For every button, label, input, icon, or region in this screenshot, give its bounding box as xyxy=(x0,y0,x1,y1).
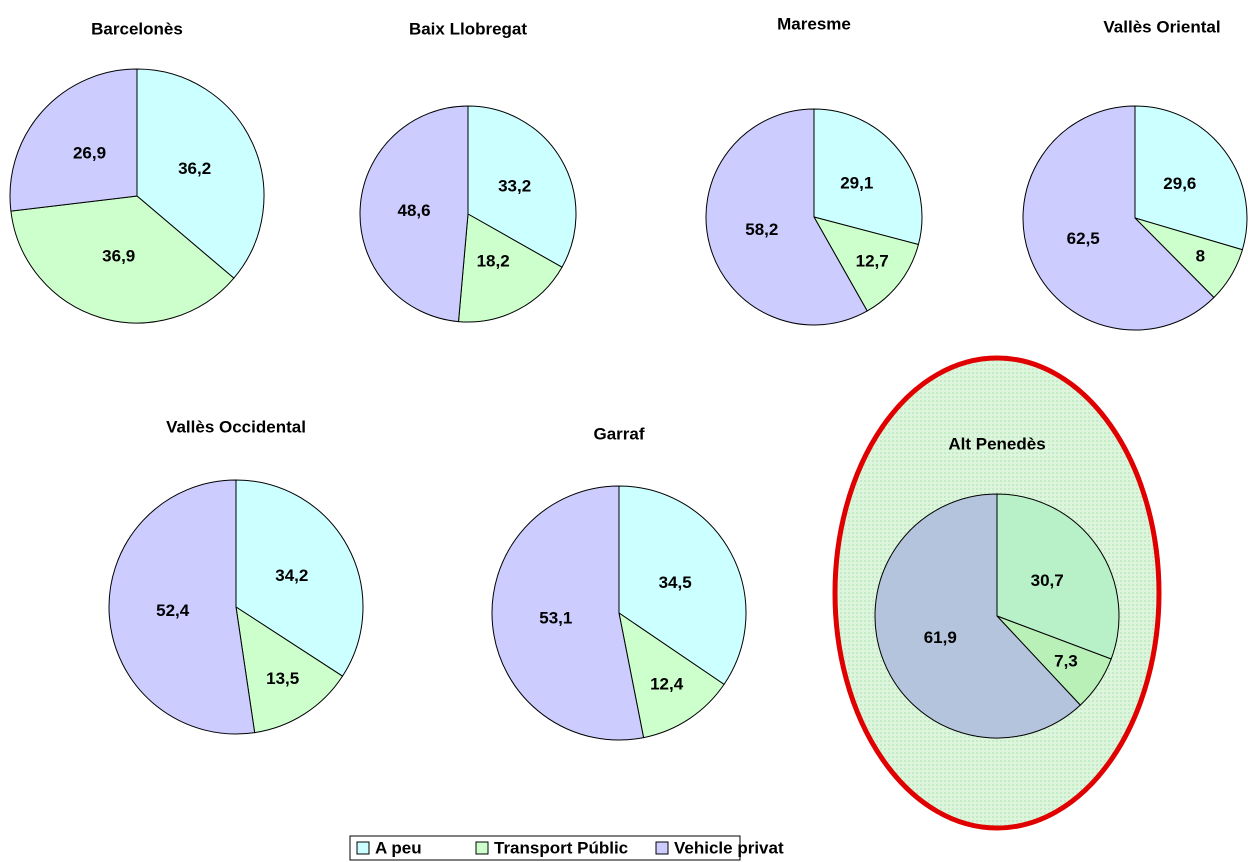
pie-slice xyxy=(9,68,138,212)
pie-slice xyxy=(108,479,256,735)
data-label: 30,7 xyxy=(1031,571,1064,590)
legend-label: Transport Públic xyxy=(494,838,628,857)
pie-slice xyxy=(1022,105,1215,331)
pie-slice xyxy=(618,485,747,686)
data-label: 12,4 xyxy=(650,675,684,694)
chart-title: Vallès Occidental xyxy=(166,417,306,436)
legend-swatch xyxy=(475,841,489,855)
legend-box xyxy=(349,835,741,861)
pie-slice xyxy=(813,108,923,246)
data-label: 7,3 xyxy=(1054,652,1078,671)
chart-title: Garraf xyxy=(593,424,644,443)
data-label: 52,4 xyxy=(156,601,190,620)
data-label: 8 xyxy=(1196,247,1205,266)
data-label: 13,5 xyxy=(266,669,299,688)
pie-slice xyxy=(136,68,265,279)
chart-title: Baix Llobregat xyxy=(409,19,527,38)
data-label: 29,1 xyxy=(840,174,873,193)
pie-slice xyxy=(10,195,235,324)
legend-swatch xyxy=(655,841,669,855)
pie-slice xyxy=(457,213,563,323)
chart-title: Barcelonès xyxy=(91,19,183,38)
data-label: 62,5 xyxy=(1067,229,1100,248)
pie-slice xyxy=(235,605,344,734)
legend-label: A peu xyxy=(375,838,422,857)
pie-slice xyxy=(812,216,920,312)
data-label: 36,9 xyxy=(102,246,135,265)
pie-slice xyxy=(467,105,577,268)
pie-slice xyxy=(1134,105,1248,251)
chart-title: Maresme xyxy=(777,14,851,33)
data-label: 29,6 xyxy=(1163,174,1196,193)
pie-slice xyxy=(491,485,645,741)
data-label: 34,2 xyxy=(275,566,308,585)
pie-slice xyxy=(996,493,1120,660)
chart-title: Vallès Oriental xyxy=(1103,17,1220,36)
data-label: 18,2 xyxy=(477,251,510,270)
data-label: 26,9 xyxy=(73,143,106,162)
pie-slice xyxy=(359,105,469,323)
data-label: 36,2 xyxy=(178,159,211,178)
data-label: 53,1 xyxy=(539,609,572,628)
data-label: 61,9 xyxy=(924,628,957,647)
legend-label: Vehicle privat xyxy=(674,838,784,857)
pie-slice xyxy=(618,611,725,739)
chart-title: Alt Penedès xyxy=(948,434,1045,453)
pie-slice xyxy=(874,493,1082,739)
data-label: 12,7 xyxy=(856,251,889,270)
pie-slice xyxy=(705,108,868,326)
data-label: 34,5 xyxy=(659,573,692,592)
legend-swatch xyxy=(356,841,370,855)
data-label: 33,2 xyxy=(498,176,531,195)
data-label: 58,2 xyxy=(745,220,778,239)
data-label: 48,6 xyxy=(398,201,431,220)
